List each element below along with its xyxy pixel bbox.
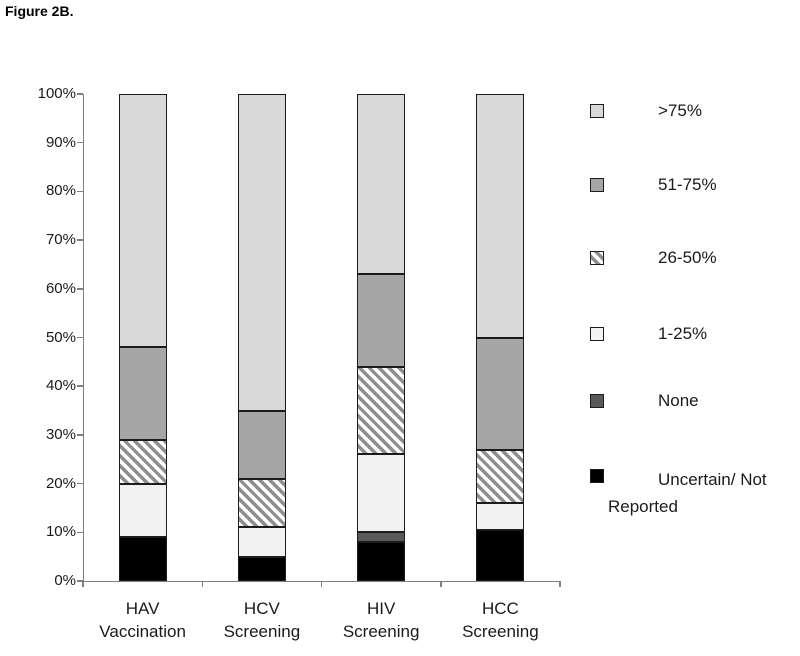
y-axis-tick-label: 70% xyxy=(45,231,76,249)
legend-label: 51-75% xyxy=(658,175,717,194)
legend-label: None xyxy=(658,391,699,410)
category-label-line: HIV xyxy=(366,599,396,618)
category-label-line: Screening xyxy=(462,622,539,641)
category-label: HCV Screening xyxy=(197,597,327,643)
category-label-line: Screening xyxy=(342,622,420,641)
y-axis-tick-label: 10% xyxy=(45,523,76,541)
bar-segment xyxy=(118,347,167,440)
y-axis-tick-label: 40% xyxy=(45,377,76,395)
bar-segment xyxy=(118,537,167,581)
bar-segment xyxy=(476,449,525,504)
category-label-line: Vaccination xyxy=(99,622,186,641)
x-axis-tick-mark xyxy=(320,581,323,587)
bar-segment xyxy=(476,503,525,530)
y-axis-tick-label: 80% xyxy=(45,182,76,200)
bar-segment xyxy=(476,337,525,450)
legend-swatch xyxy=(590,327,604,341)
legend-label: 26-50% xyxy=(658,248,717,267)
legend-swatch xyxy=(590,178,604,192)
category-label-line: HAV xyxy=(125,599,160,618)
legend-label: >75% xyxy=(658,101,702,120)
y-axis-tick-label: 100% xyxy=(37,85,76,102)
bar-segment xyxy=(357,366,406,455)
x-axis-tick-mark xyxy=(440,581,442,587)
bar-segment xyxy=(237,410,286,479)
category-label-line: HCV xyxy=(243,599,280,618)
bar-segment xyxy=(118,439,167,484)
bar-segment xyxy=(357,274,406,367)
x-axis-tick-mark xyxy=(559,581,561,587)
y-axis-tick-label: 60% xyxy=(45,279,76,297)
y-axis-tick-label: 90% xyxy=(45,133,76,151)
figure-title: Figure 2B. xyxy=(5,3,74,19)
y-axis-tick-mark xyxy=(77,482,83,485)
legend-label: 1-25% xyxy=(658,324,708,343)
y-axis-tick-mark xyxy=(77,239,83,241)
y-axis-tick-label: 30% xyxy=(45,425,76,443)
bar-segment xyxy=(357,532,406,543)
category-label: HAV Vaccination xyxy=(78,597,208,643)
y-axis-tick-label: 20% xyxy=(45,474,76,492)
bar-segment xyxy=(476,529,525,581)
bar-segment xyxy=(357,542,406,581)
legend-swatch xyxy=(590,394,604,408)
x-axis-tick-mark xyxy=(201,581,203,587)
y-axis-tick-mark xyxy=(77,190,83,193)
y-axis-tick-label: 50% xyxy=(45,328,76,346)
y-axis-tick-mark xyxy=(77,93,83,95)
legend-swatch xyxy=(590,251,604,265)
category-label: HCC Screening xyxy=(435,597,565,643)
y-axis-tick-label: 0% xyxy=(54,572,76,589)
x-axis-tick-mark xyxy=(82,581,84,587)
bar-segment xyxy=(476,94,525,338)
bar-segment xyxy=(237,478,286,528)
legend-swatch xyxy=(590,104,604,118)
bar-segment xyxy=(118,94,167,348)
y-axis-tick-mark xyxy=(77,336,83,339)
bar-segment xyxy=(118,483,167,538)
bar-segment xyxy=(237,527,286,557)
bar-segment xyxy=(237,94,286,411)
bar-segment xyxy=(357,454,406,533)
y-axis-tick-mark xyxy=(77,580,83,582)
y-axis-tick-mark xyxy=(77,288,83,290)
y-axis-tick-mark xyxy=(77,141,83,144)
bar-segment xyxy=(357,94,406,275)
y-axis-tick-mark xyxy=(77,531,83,534)
legend-label: Uncertain/ Not Reported xyxy=(608,470,767,516)
category-label-line: HCC xyxy=(481,599,519,618)
bar-segment xyxy=(237,556,286,581)
y-axis-tick-mark xyxy=(77,434,83,436)
category-label-line: Screening xyxy=(223,622,301,641)
category-label: HIV Screening xyxy=(316,597,446,643)
legend-swatch xyxy=(590,469,604,483)
y-axis-tick-mark xyxy=(77,385,83,387)
